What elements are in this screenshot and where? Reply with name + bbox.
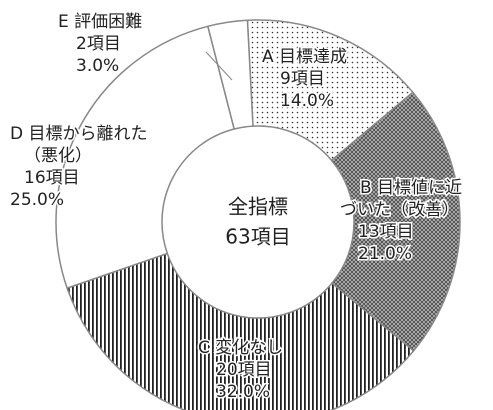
value-label: 25.0% bbox=[10, 190, 64, 210]
leader-line bbox=[205, 51, 233, 81]
value-label: 21.0% bbox=[358, 244, 412, 264]
donut-slice bbox=[246, 19, 414, 162]
value-label: 3.0% bbox=[76, 56, 119, 76]
slice-name: B 目標値に近 bbox=[360, 178, 462, 198]
donut-slice bbox=[66, 252, 415, 410]
slice-name: C 変化なし bbox=[198, 338, 283, 358]
count-label: 9項目 bbox=[280, 69, 325, 89]
donut-slice bbox=[330, 91, 461, 352]
count-label: 20項目 bbox=[216, 360, 272, 380]
donut-slice bbox=[206, 19, 254, 130]
count-label: 13項目 bbox=[358, 222, 414, 242]
value-label: 14.0% bbox=[280, 91, 334, 111]
slice-name: （悪化） bbox=[24, 146, 92, 166]
donut-slice bbox=[55, 25, 236, 290]
center-label: 63項目 bbox=[225, 225, 290, 249]
slice-name: A 目標達成 bbox=[262, 47, 347, 67]
slice-name: D 目標から離れた bbox=[10, 124, 148, 144]
slice-name: づいた（改善） bbox=[340, 200, 459, 220]
value-label: 32.0% bbox=[216, 382, 270, 402]
slice-name: E 評価困難 bbox=[58, 12, 142, 32]
count-label: 16項目 bbox=[24, 168, 80, 188]
count-label: 2項目 bbox=[76, 34, 121, 54]
center-label: 全指標 bbox=[228, 195, 288, 219]
